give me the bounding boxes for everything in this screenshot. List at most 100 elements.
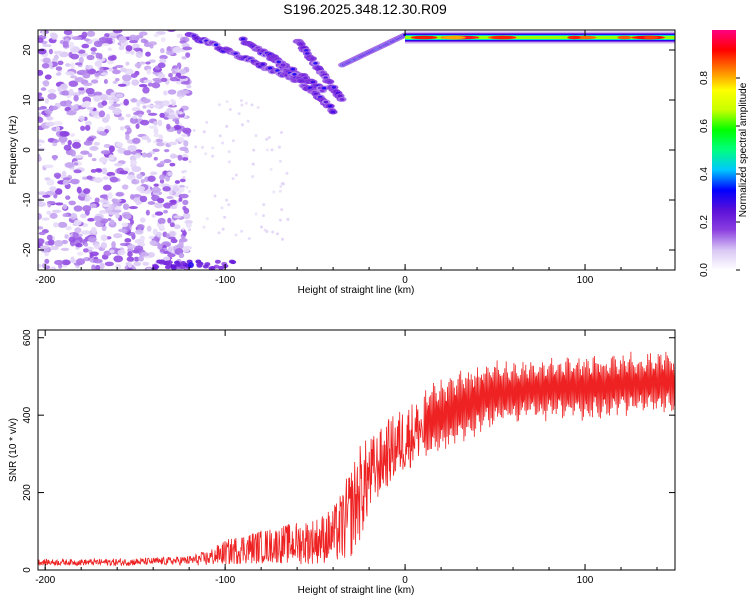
spectrogram-cell xyxy=(166,123,171,130)
spectrogram-cell xyxy=(129,40,139,44)
spectrogram-cell xyxy=(54,239,64,247)
spectrogram-cell xyxy=(86,30,96,37)
spectrogram-cell xyxy=(135,201,142,206)
spectrogram-cell xyxy=(237,112,241,116)
spectrogram-cell xyxy=(254,212,258,216)
spectrogram-cell xyxy=(181,170,185,174)
spectrogram-cell xyxy=(66,111,77,116)
spectrogram-cell xyxy=(113,162,124,167)
spectrogram-cell xyxy=(47,239,55,246)
spectrogram-cell xyxy=(175,72,182,77)
spectrogram-cell xyxy=(49,186,57,192)
spectrogram-cell xyxy=(63,144,72,151)
snr-y-tick-label: 600 xyxy=(22,329,33,346)
spectrogram-cell xyxy=(94,72,101,77)
spectrogram-y-tick-label: 10 xyxy=(22,94,33,106)
spectrogram-cell xyxy=(70,149,76,157)
spectrogram-y-tick-label: 0 xyxy=(22,147,33,153)
spectrogram-cell xyxy=(125,133,130,141)
spectrogram-cell xyxy=(69,41,75,49)
spectrogram-cell xyxy=(68,88,74,96)
spectrogram-cell xyxy=(115,93,124,98)
spectrogram-cell xyxy=(178,241,184,248)
spectrogram-cell xyxy=(184,219,193,225)
spectrogram-cell xyxy=(80,150,90,155)
spectrogram-cell xyxy=(204,152,208,156)
spectrogram-cell xyxy=(82,82,93,87)
spectrogram-cell xyxy=(247,236,251,240)
spectrogram-cell xyxy=(178,95,182,99)
spectrogram-cell xyxy=(128,34,138,42)
spectrogram-cell xyxy=(153,156,158,161)
spectrogram-cell xyxy=(157,197,165,204)
spectrogram-cell xyxy=(49,245,59,251)
spectrogram-cell xyxy=(170,238,178,244)
spectrogram-cell xyxy=(182,205,187,211)
spectrogram-cell xyxy=(54,188,63,195)
snr-y-axis-label: SNR (10 * v/v) xyxy=(8,418,19,482)
spectrogram-cell xyxy=(53,50,63,55)
spectrogram-cell xyxy=(157,119,163,127)
spectrogram-cell xyxy=(233,52,238,55)
spectrogram-cell xyxy=(41,62,50,69)
spectrogram-cell xyxy=(142,261,150,266)
spectrogram-cell xyxy=(443,35,466,40)
spectrogram-cell xyxy=(188,228,192,232)
spectrogram-cell xyxy=(131,79,140,86)
spectrogram-cell xyxy=(49,105,59,111)
spectrogram-cell xyxy=(331,86,337,89)
spectrogram-cell xyxy=(73,154,84,159)
spectrogram-cell xyxy=(141,152,147,158)
spectrogram-cell xyxy=(38,69,44,76)
spectrogram-cell xyxy=(46,116,54,121)
spectrogram-cell xyxy=(169,205,178,210)
spectrogram-marks xyxy=(38,30,675,270)
spectrogram-x-tick-label: -200 xyxy=(35,275,55,286)
spectrogram-cell xyxy=(82,72,91,79)
spectrogram-cell xyxy=(136,173,143,180)
colorbar-label: Normalized spectral amplitude xyxy=(738,82,749,217)
spectrogram-cell xyxy=(89,146,99,151)
spectrogram-cell xyxy=(111,209,122,213)
spectrogram-cell xyxy=(119,170,129,175)
spectrogram-cell xyxy=(38,92,43,97)
spectrogram-cell xyxy=(58,135,68,143)
spectrogram-cell xyxy=(90,226,97,234)
spectrogram-cell xyxy=(643,35,659,40)
spectrogram-cell xyxy=(159,248,165,253)
spectrogram-cell xyxy=(115,263,122,270)
spectrogram-cell xyxy=(78,56,84,64)
spectrogram-cell xyxy=(208,266,215,270)
spectrogram-cell xyxy=(169,222,175,228)
spectrogram-cell xyxy=(112,80,118,84)
spectrogram-cell xyxy=(102,176,109,180)
spectrogram-cell xyxy=(43,164,54,169)
spectrogram-cell xyxy=(53,259,64,266)
spectrogram-cell xyxy=(109,249,115,254)
spectrogram-cell xyxy=(101,43,110,47)
snr-x-tick-label: 100 xyxy=(577,575,594,586)
spectrogram-cell xyxy=(156,141,165,147)
spectrogram-cell xyxy=(78,115,85,122)
spectrogram-cell xyxy=(64,63,71,67)
spectrogram-cell xyxy=(107,47,112,52)
spectrogram-cell xyxy=(129,193,135,200)
spectrogram-cell xyxy=(53,222,59,228)
spectrogram-cell xyxy=(117,249,126,256)
spectrogram-cell xyxy=(262,203,266,207)
spectrogram-cell xyxy=(80,230,91,235)
spectrogram-cell xyxy=(299,42,304,46)
spectrogram-cell xyxy=(126,127,132,134)
spectrogram-cell xyxy=(73,162,79,166)
spectrogram-cell xyxy=(82,205,92,212)
spectrogram-cell xyxy=(254,134,258,138)
spectrogram-cell xyxy=(225,124,229,128)
spectrogram-cell xyxy=(142,98,151,104)
spectrogram-cell xyxy=(147,201,156,205)
spectrogram-cell xyxy=(135,50,143,58)
spectrogram-cell xyxy=(234,233,238,237)
spectrogram-cell xyxy=(101,167,108,175)
spectrogram-cell xyxy=(168,72,173,78)
spectrogram-cell xyxy=(74,62,83,66)
